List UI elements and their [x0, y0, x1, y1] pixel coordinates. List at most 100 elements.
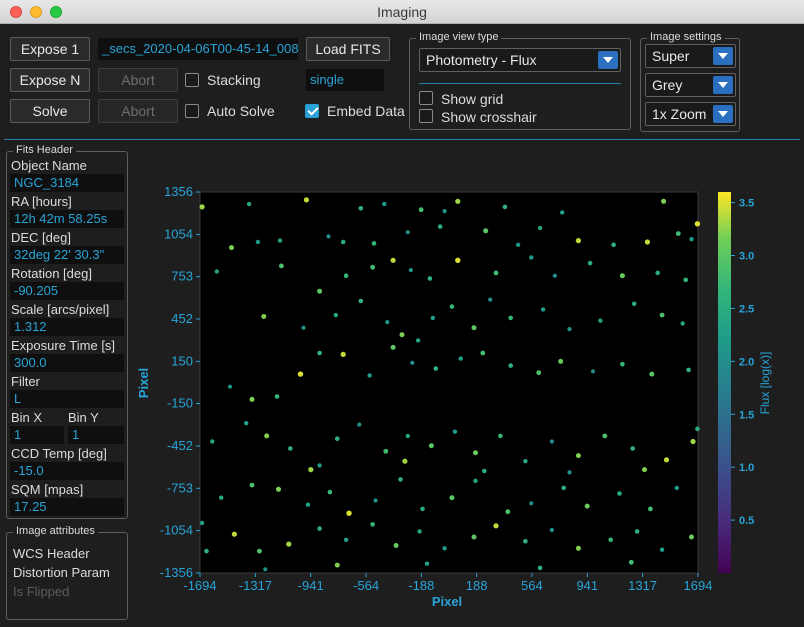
star-point — [560, 210, 565, 215]
bin-x-label: Bin X — [11, 410, 43, 425]
object-name-field[interactable]: NGC_3184 — [10, 174, 124, 192]
zoom-dropdown[interactable]: 1x Zoom — [645, 102, 736, 126]
colorbar-tick-label: 1.5 — [739, 409, 754, 421]
stacking-checkbox[interactable] — [185, 73, 199, 87]
abort-exposure-button[interactable]: Abort — [98, 68, 178, 92]
x-tick-label: 564 — [521, 578, 543, 593]
star-point — [279, 263, 284, 269]
stretch-value: Super — [652, 48, 690, 64]
abort-solve-button[interactable]: Abort — [98, 99, 178, 123]
star-point — [317, 288, 323, 294]
star-point — [515, 242, 521, 247]
star-point — [210, 439, 215, 444]
show-crosshair-checkbox[interactable] — [419, 109, 433, 123]
filename-field[interactable]: _secs_2020-04-06T00-45-14_008 — [98, 38, 298, 60]
points-layer — [199, 197, 701, 572]
star-point — [529, 501, 534, 506]
stack-mode-field[interactable]: single — [306, 69, 384, 91]
image-settings-title: Image settings — [647, 31, 725, 43]
close-window-button[interactable] — [10, 6, 22, 18]
star-point — [327, 489, 333, 495]
x-tick-label: -941 — [298, 578, 324, 593]
image-settings-group: Image settings — [640, 31, 740, 132]
star-point — [334, 562, 340, 568]
expose-1-button[interactable]: Expose 1 — [10, 37, 90, 61]
star-point — [540, 307, 546, 312]
colorbar-tick-label: 1.0 — [739, 462, 754, 474]
star-point — [227, 384, 233, 389]
star-point — [244, 421, 249, 426]
rotation-label: Rotation [deg] — [11, 266, 92, 281]
palette-value: Grey — [652, 77, 683, 93]
star-point — [437, 224, 443, 229]
star-point — [549, 439, 554, 444]
star-point — [567, 470, 572, 475]
photometry-scatter-chart: -1694 -1317 -941 -564 -188 188 564 941 1317 1694 … — [136, 184, 772, 609]
bin-y-field[interactable]: 1 — [68, 426, 124, 444]
minimize-window-button[interactable] — [30, 6, 42, 18]
x-tick-label: -1694 — [183, 578, 216, 593]
exposure-field[interactable]: 300.0 — [10, 354, 124, 372]
ra-field[interactable]: 12h 42m 58.25s — [10, 210, 124, 228]
star-point — [567, 327, 572, 332]
star-point — [575, 545, 581, 551]
filter-field[interactable]: L — [10, 390, 124, 408]
star-point — [340, 239, 346, 245]
maximize-window-button[interactable] — [50, 6, 62, 18]
star-point — [473, 478, 478, 483]
dec-field[interactable]: 32deg 22' 30.3" — [10, 246, 124, 264]
star-point — [303, 197, 309, 203]
chevron-down-icon — [713, 47, 733, 65]
star-point — [393, 543, 399, 548]
colorbar-tick-label: 2.5 — [739, 303, 754, 315]
expose-n-button[interactable]: Expose N — [10, 68, 90, 92]
stretch-dropdown[interactable]: Super — [645, 44, 736, 68]
star-point — [694, 221, 701, 227]
star-point — [455, 257, 461, 263]
star-point — [214, 269, 219, 274]
star-point — [346, 510, 352, 516]
star-point — [326, 234, 331, 239]
star-point — [686, 367, 691, 373]
colorbar-tick-label: 2.0 — [739, 356, 754, 368]
scale-field[interactable]: 1.312 — [10, 318, 124, 336]
star-point — [340, 351, 346, 357]
star-point — [317, 463, 322, 468]
star-point — [498, 433, 503, 439]
star-point — [399, 332, 405, 338]
chevron-down-icon — [713, 105, 733, 123]
star-point — [471, 534, 477, 540]
auto-solve-checkbox[interactable] — [185, 104, 199, 118]
star-point — [317, 526, 322, 531]
y-tick-label: 1054 — [164, 226, 193, 241]
star-point — [655, 270, 660, 276]
star-point — [373, 498, 378, 503]
solve-button[interactable]: Solve — [10, 99, 90, 123]
star-point — [358, 206, 364, 211]
star-point — [529, 255, 534, 260]
bin-x-field[interactable]: 1 — [10, 426, 64, 444]
view-type-dropdown[interactable]: Photometry - Flux — [419, 48, 621, 72]
star-point — [482, 468, 487, 474]
palette-dropdown[interactable]: Grey — [645, 73, 736, 97]
star-point — [505, 509, 511, 515]
y-tick-label: -1356 — [160, 565, 193, 580]
star-point — [690, 438, 696, 445]
y-axis: 1356 1054 753 452 150 -150 -452 -753 -1054 -1356 — [160, 184, 200, 580]
star-point — [549, 527, 554, 533]
star-point — [428, 443, 434, 449]
window-title: Imaging — [377, 4, 427, 20]
y-axis-title: Pixel — [136, 368, 151, 398]
show-grid-checkbox[interactable] — [419, 91, 433, 105]
sqm-field[interactable]: 17.25 — [10, 498, 124, 516]
y-tick-label: 150 — [171, 353, 193, 368]
ccd-temp-field[interactable]: -15.0 — [10, 462, 124, 480]
photometry-plot[interactable]: -1694 -1317 -941 -564 -188 188 564 941 1317 1694 … — [130, 145, 804, 624]
y-tick-label: -452 — [167, 438, 193, 453]
star-point — [598, 318, 603, 323]
load-fits-button[interactable]: Load FITS — [306, 37, 390, 61]
embed-data-checkbox[interactable] — [305, 104, 319, 118]
star-point — [249, 396, 255, 402]
rotation-field[interactable]: -90.205 — [10, 282, 124, 300]
star-point — [255, 239, 261, 245]
